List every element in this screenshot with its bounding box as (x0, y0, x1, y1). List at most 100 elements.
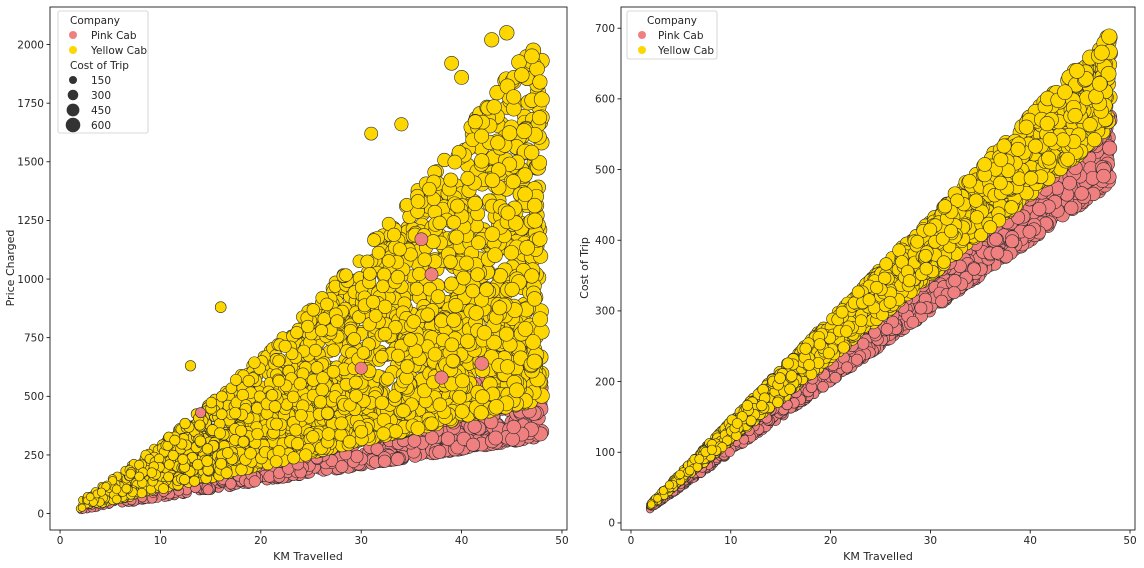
yellow-cab-point (448, 298, 464, 314)
yellow-cab-point (364, 126, 379, 141)
yellow-cab-point (121, 483, 132, 494)
yellow-cab-point (454, 403, 470, 419)
yellow-cab-point (473, 405, 489, 421)
pink-cab-point (474, 356, 489, 371)
yellow-cab-point (446, 312, 462, 328)
yellow-cab-point (362, 267, 377, 281)
yellow-cab-point (394, 117, 409, 132)
y-tick-label: 250 (24, 450, 44, 462)
yellow-cab-point (272, 374, 286, 388)
chart-left-legend-marker-yellow-cab (69, 46, 77, 54)
yellow-cab-point (460, 171, 476, 186)
chart-left-legend-size-label-300: 300 (91, 90, 111, 102)
yellow-cab-point (272, 354, 285, 368)
yellow-cab-point (456, 270, 472, 286)
yellow-cab-point (427, 347, 443, 362)
yellow-cab-point (396, 403, 411, 418)
yellow-cab-point (286, 390, 300, 404)
pink-cab-point (378, 454, 392, 468)
yellow-cab-point (430, 289, 446, 304)
yellow-cab-point (476, 325, 493, 341)
yellow-cab-point (299, 448, 313, 462)
yellow-cab-point (460, 333, 476, 349)
yellow-cab-point (321, 427, 336, 441)
yellow-cab-point (111, 494, 122, 505)
yellow-cab-point (504, 281, 520, 297)
yellow-cab-point (501, 125, 518, 141)
yellow-cab-point (484, 32, 500, 48)
yellow-cab-point (326, 364, 341, 379)
yellow-cab-point (184, 360, 197, 372)
chart-left-legend-size-label-450: 450 (91, 105, 111, 117)
yellow-cab-point (392, 242, 407, 257)
yellow-cab-point (330, 314, 345, 329)
pink-cab-point (195, 407, 207, 419)
yellow-cab-point (484, 172, 501, 188)
yellow-cab-point (306, 430, 320, 444)
yellow-cab-point (146, 467, 158, 478)
yellow-cab-point (248, 356, 261, 369)
pink-cab-point (505, 431, 520, 447)
yellow-cab-point (163, 471, 174, 483)
yellow-cab-point (374, 395, 390, 410)
pink-cab-point (414, 232, 429, 247)
yellow-cab-point (526, 353, 543, 370)
chart-left-legend-size-marker-600 (65, 117, 81, 133)
yellow-cab-point (216, 408, 228, 420)
yellow-cab-point (214, 427, 226, 440)
yellow-cab-point (270, 417, 283, 431)
yellow-cab-point (487, 247, 503, 263)
y-tick-label: 1250 (17, 215, 44, 227)
yellow-cab-point (424, 416, 439, 431)
yellow-cab-point (527, 291, 543, 307)
pink-cab-point (407, 433, 422, 448)
yellow-cab-point (289, 423, 303, 437)
yellow-cab-point (527, 212, 543, 229)
yellow-cab-point (499, 25, 515, 41)
yellow-cab-point (499, 326, 514, 342)
yellow-cab-point (169, 434, 181, 446)
yellow-cab-point (517, 321, 534, 337)
yellow-cab-point (417, 252, 432, 267)
yellow-cab-point (400, 359, 415, 374)
yellow-cab-point (524, 268, 540, 284)
yellow-cab-point (230, 373, 242, 386)
yellow-cab-point (474, 128, 490, 144)
yellow-cab-point (376, 426, 391, 441)
yellow-cab-point (251, 427, 264, 441)
yellow-cab-point (444, 276, 459, 292)
yellow-cab-point (409, 281, 424, 296)
yellow-cab-point (179, 417, 191, 430)
yellow-cab-point (403, 332, 418, 347)
yellow-cab-point (268, 400, 282, 413)
pink-cab-point (350, 449, 364, 463)
yellow-cab-point (293, 377, 307, 391)
yellow-cab-point (474, 389, 490, 405)
pink-cab-point (432, 444, 447, 459)
yellow-cab-point (490, 135, 506, 151)
yellow-cab-point (315, 324, 328, 338)
yellow-cab-point (201, 455, 214, 467)
chart-left-y-axis-label: Price Charged (4, 230, 17, 307)
yellow-cab-point (516, 123, 533, 140)
yellow-cab-point (85, 492, 95, 502)
yellow-cab-point (523, 144, 540, 161)
yellow-cab-point (471, 235, 486, 251)
yellow-cab-point (236, 388, 249, 402)
yellow-cab-point (406, 314, 421, 329)
yellow-cab-point (179, 474, 190, 486)
yellow-cab-point (467, 114, 483, 130)
chart-left-legend-label-pink-cab: Pink Cab (91, 30, 137, 42)
pink-cab-point (434, 370, 449, 385)
yellow-cab-point (492, 300, 508, 316)
chart-left: 0 10 20 30 40 50 0250500750100012501500175020… (4, 6, 569, 563)
yellow-cab-point (177, 453, 189, 465)
pink-cab-point (354, 361, 368, 375)
yellow-cab-point (308, 343, 323, 357)
yellow-cab-point (367, 233, 381, 247)
yellow-cab-point (443, 254, 458, 269)
chart-left-legend-size-marker-450 (66, 103, 80, 117)
yellow-cab-point (517, 186, 533, 203)
pink-cab-point (440, 431, 456, 446)
yellow-cab-point (380, 371, 395, 386)
